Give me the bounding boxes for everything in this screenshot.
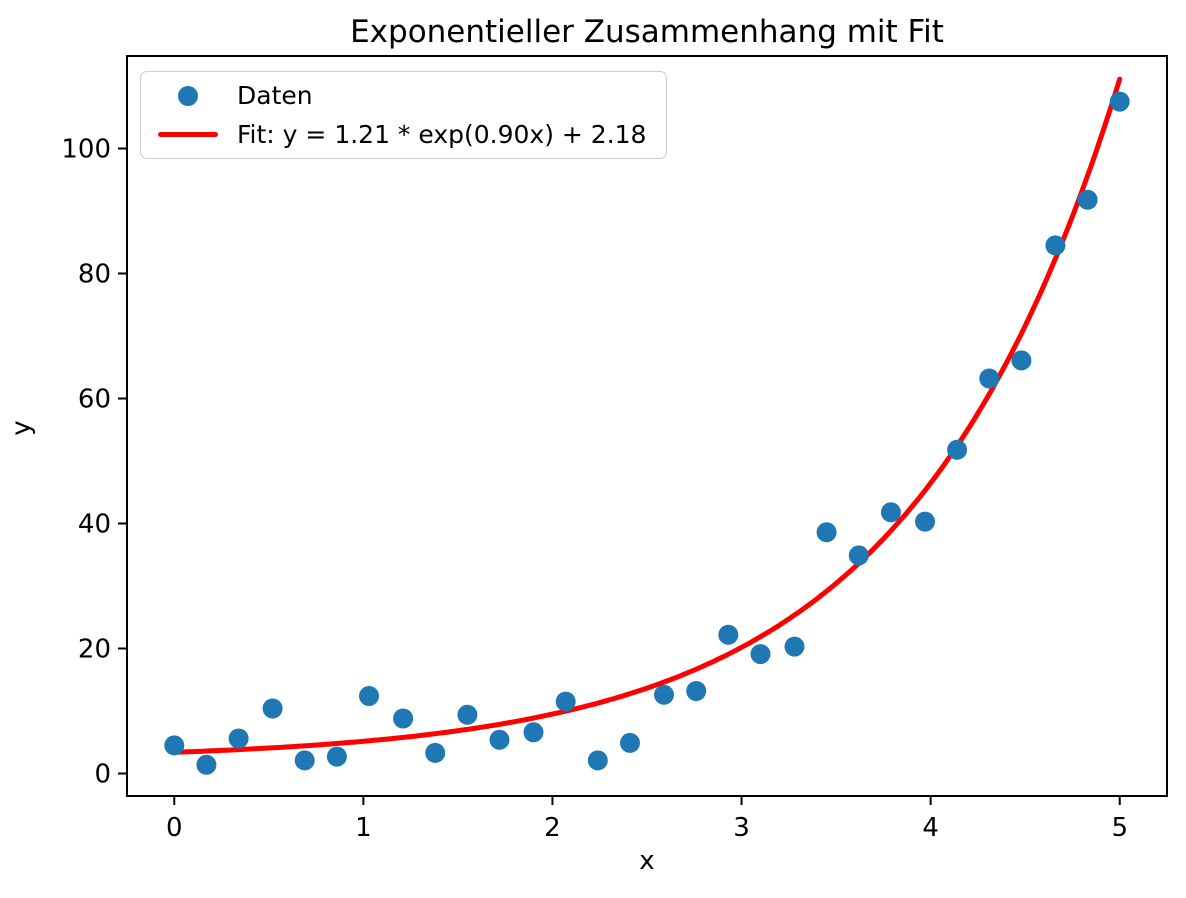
legend-label-fit: Fit: y = 1.21 * exp(0.90x) + 2.18 [237,120,647,149]
data-point [393,708,414,729]
data-point [523,722,544,743]
data-point [816,522,837,543]
data-point [915,511,935,532]
fit-line-marker-icon [158,132,218,137]
y-tick-label: 60 [78,385,111,415]
x-tick-label: 0 [166,813,183,843]
y-tick-label: 0 [94,760,111,790]
data-point [848,545,869,566]
data-point [164,735,185,756]
legend-label-daten: Daten [237,81,313,110]
data-point [196,754,217,775]
y-tick-label: 80 [78,260,111,290]
data-point [947,439,968,460]
data-point [262,698,283,719]
data-point [1045,235,1066,256]
scatter-marker-icon [178,85,198,106]
data-point [784,636,805,657]
x-tick-label: 1 [355,813,372,843]
data-point [979,368,1000,389]
data-point [750,644,771,665]
axes-spines [126,55,1168,797]
data-point [489,729,510,750]
data-point [1109,91,1130,112]
legend: Daten Fit: y = 1.21 * exp(0.90x) + 2.18 [140,71,668,159]
data-point [587,750,608,771]
data-point [654,684,674,705]
data-point [880,502,901,523]
data-point [718,624,739,645]
y-axis-label: y [6,420,37,436]
data-point [457,704,478,725]
fit-line [171,76,1123,755]
data-point [686,681,707,701]
chart-title: Exponentieller Zusammenhang mit Fit [350,14,944,50]
data-point [1011,350,1032,371]
legend-entry-daten: Daten [149,76,646,115]
data-point [294,750,315,771]
y-tick-label: 20 [78,635,111,665]
data-point [228,728,249,749]
x-tick-label: 4 [922,813,939,843]
x-tick-label: 5 [1111,813,1128,843]
data-point [425,742,446,763]
x-axis-label: x [639,846,655,876]
data-point [620,732,640,753]
y-tick-label: 100 [61,135,111,165]
x-tick-label: 3 [733,813,750,843]
data-point [326,746,347,767]
legend-entry-fit: Fit: y = 1.21 * exp(0.90x) + 2.18 [149,115,646,154]
data-point [555,691,576,712]
data-point [359,686,379,706]
y-tick-label: 40 [78,510,111,540]
x-tick-label: 2 [544,813,561,843]
data-point [1077,189,1098,210]
